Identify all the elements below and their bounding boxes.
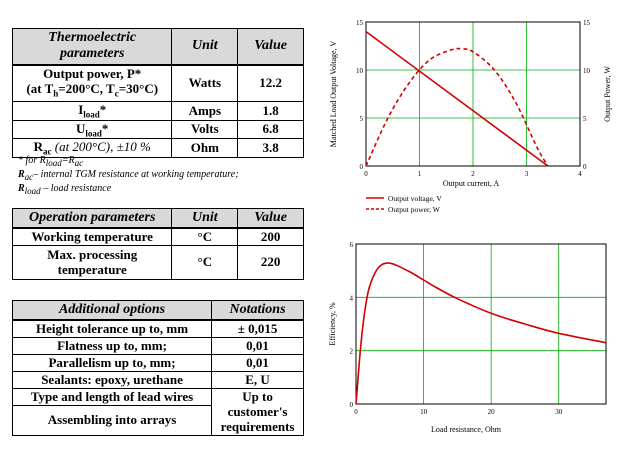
operation-table: Operation parameters Unit Value Working …: [11, 208, 304, 280]
legend-voltage-label: Output voltage, V: [388, 194, 442, 203]
header-value: Value: [237, 28, 304, 65]
chart1-xtick-label: 0: [364, 170, 368, 178]
chart2-xtick-label: 30: [555, 408, 563, 416]
param-max-temp: Max. processing temperature: [11, 244, 173, 280]
chart1-xtick-label: 2: [471, 170, 475, 178]
chart1-y2tick-label: 0: [583, 163, 587, 171]
value-power: 12.2: [237, 63, 304, 103]
unit-celsius: °C: [171, 244, 239, 280]
chart2-xtick-label: 10: [420, 408, 428, 416]
notation-sealants: E, U: [211, 370, 304, 389]
option-sealants: Sealants: epoxy, urethane: [11, 370, 213, 389]
unit-volts: Volts: [171, 119, 239, 140]
notation-parallelism: 0,01: [211, 353, 304, 372]
chart1-legend: Output voltage, V Output power, W: [366, 194, 442, 214]
note-load-equals-ac: * for Rload=Rac: [18, 155, 84, 168]
value-max-temp: 220: [237, 244, 304, 280]
efficiency-curve: [355, 262, 607, 405]
legend-power-label: Output power, W: [388, 205, 441, 214]
chart1-y2label: Output Power, W: [603, 66, 612, 122]
unit-watts: Watts: [171, 63, 239, 103]
chart1-ytick-label: 0: [360, 163, 364, 171]
unit-amps: Amps: [171, 101, 239, 121]
value-current: 1.8: [237, 101, 304, 121]
header-notations: Notations: [211, 300, 304, 320]
option-flatness: Flatness up to, mm;: [11, 336, 213, 355]
option-height-tolerance: Height tolerance up to, mm: [11, 318, 213, 338]
efficiency-chart: 0 10 20 30 0 2 4 6 Efficiency, % Load resistanc…: [328, 241, 607, 434]
options-table: Additional options Notations Height tole…: [11, 300, 304, 436]
option-parallelism: Parallelism up to, mm;: [11, 353, 213, 372]
chart2-xtick-label: 0: [354, 408, 358, 416]
chart2-plot-frame: [355, 243, 607, 405]
chart2-ytick-label: 0: [350, 401, 354, 409]
notation-flatness: 0,01: [211, 336, 304, 355]
param-u-load: Uload*: [11, 119, 173, 140]
value-working-temp: 200: [237, 226, 304, 246]
param-r-ac: Rac (at 200°C), ±10 %: [11, 138, 173, 158]
chart1-ytick-label: 10: [356, 67, 364, 75]
header-unit: Unit: [171, 208, 239, 228]
thermoelectric-table: Thermoelectric parameters Unit Value Out…: [11, 28, 304, 158]
chart1-y2tick-label: 5: [583, 115, 587, 123]
header-value: Value: [237, 208, 304, 228]
note-r-load: Rload – load resistance: [18, 183, 112, 196]
chart1-ytick-label: 15: [356, 19, 364, 27]
chart1-xlabel: Output current, A: [443, 179, 499, 188]
header-additional-options: Additional options: [11, 300, 213, 320]
chart2-xlabel: Load resistance, Ohm: [431, 425, 502, 434]
power-curve: [365, 47, 549, 167]
unit-ohm: Ohm: [171, 138, 239, 158]
thermo-notes: * for Rload=Rac Rac– internal TGM resist…: [18, 155, 239, 197]
note-r-ac: Rac– internal TGM resistance at working …: [18, 169, 239, 182]
param-working-temp: Working temperature: [11, 226, 173, 246]
chart1-ylabel: Matched Load Output Voltage, V: [329, 41, 338, 148]
option-assembling: Assembling into arrays: [11, 404, 213, 436]
header-operation-params: Operation parameters: [11, 208, 173, 228]
chart1-grid: [365, 21, 581, 167]
chart2-xtick-label: 20: [488, 408, 496, 416]
unit-celsius: °C: [171, 226, 239, 246]
chart1-y2tick-label: 15: [583, 19, 591, 27]
chart1-xtick-label: 1: [418, 170, 422, 178]
notation-lead-wires: Up to customer's requirements: [211, 387, 304, 436]
chart1-xtick-label: 4: [578, 170, 582, 178]
voltage-line: [365, 30, 549, 167]
chart2-ytick-label: 4: [350, 294, 354, 302]
value-resistance: 3.8: [237, 138, 304, 158]
param-output-power: Output power, P* (at Th=200°C, Tc=30°C): [11, 63, 173, 103]
option-lead-wires: Type and length of lead wires: [11, 387, 213, 406]
chart2-ticks: 0 10 20 30 0 2 4 6: [350, 241, 563, 416]
chart2-ytick-label: 6: [350, 241, 354, 249]
header-thermo-params: Thermoelectric parameters: [11, 28, 173, 65]
chart2-grid: [355, 243, 606, 405]
chart1-plot-frame: [365, 21, 581, 167]
chart1-xtick-label: 3: [525, 170, 529, 178]
value-voltage: 6.8: [237, 119, 304, 140]
header-unit: Unit: [171, 28, 239, 65]
chart2-ylabel: Efficiency, %: [328, 302, 337, 346]
param-i-load: Iload*: [11, 101, 173, 121]
chart2-ytick-label: 2: [350, 348, 354, 356]
chart1-ytick-label: 5: [360, 115, 364, 123]
chart1-y2tick-label: 10: [583, 67, 591, 75]
notation-height-tolerance: ± 0,015: [211, 318, 304, 338]
